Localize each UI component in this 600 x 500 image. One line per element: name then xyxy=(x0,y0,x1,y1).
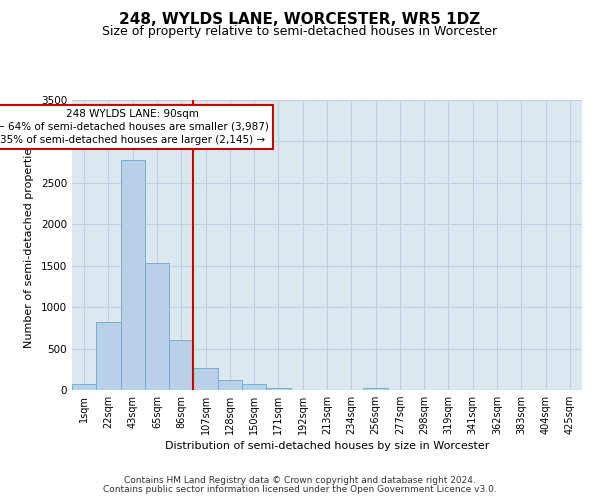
Bar xyxy=(169,340,193,390)
Text: Size of property relative to semi-detached houses in Worcester: Size of property relative to semi-detach… xyxy=(103,25,497,38)
Bar xyxy=(364,388,388,390)
Bar xyxy=(242,384,266,390)
Text: Contains public sector information licensed under the Open Government Licence v3: Contains public sector information licen… xyxy=(103,485,497,494)
Bar xyxy=(96,322,121,390)
Bar xyxy=(145,263,169,390)
Text: 248, WYLDS LANE, WORCESTER, WR5 1DZ: 248, WYLDS LANE, WORCESTER, WR5 1DZ xyxy=(119,12,481,28)
X-axis label: Distribution of semi-detached houses by size in Worcester: Distribution of semi-detached houses by … xyxy=(165,442,489,452)
Bar xyxy=(266,388,290,390)
Text: 248 WYLDS LANE: 90sqm
← 64% of semi-detached houses are smaller (3,987)
35% of s: 248 WYLDS LANE: 90sqm ← 64% of semi-deta… xyxy=(0,108,269,145)
Text: Contains HM Land Registry data © Crown copyright and database right 2024.: Contains HM Land Registry data © Crown c… xyxy=(124,476,476,485)
Bar xyxy=(193,368,218,390)
Bar xyxy=(218,380,242,390)
Y-axis label: Number of semi-detached properties: Number of semi-detached properties xyxy=(24,142,34,348)
Bar xyxy=(72,384,96,390)
Bar xyxy=(121,160,145,390)
